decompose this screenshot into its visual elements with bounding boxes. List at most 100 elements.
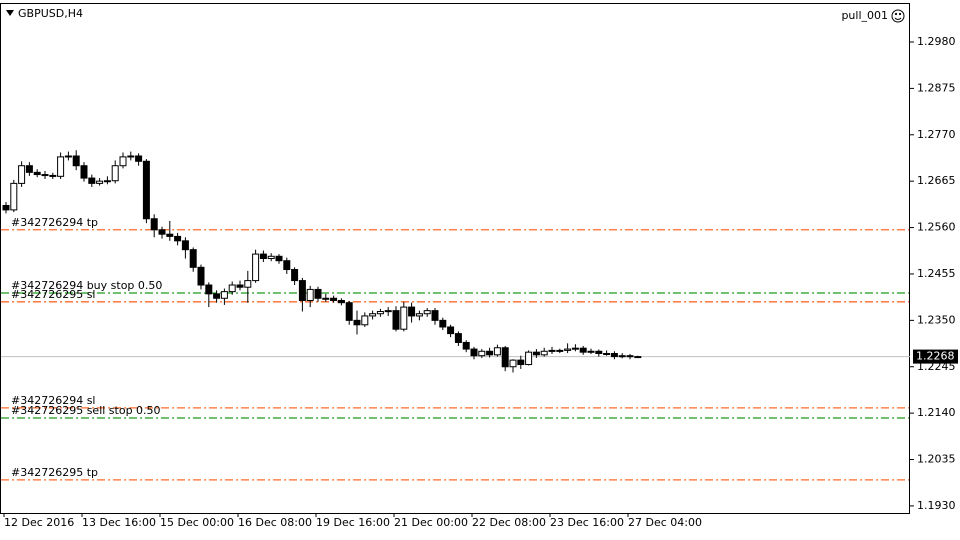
candle-body xyxy=(135,155,143,162)
x-tick-label: 12 Dec 2016 xyxy=(4,516,74,529)
candle-body xyxy=(322,297,330,300)
chart-title: GBPUSD,H4 xyxy=(18,7,83,20)
candle-body xyxy=(486,350,494,356)
order-label: #342726294 buy stop 0.50 xyxy=(11,279,162,292)
plot-frame xyxy=(0,3,910,514)
candle-body xyxy=(337,299,345,304)
y-tick-label: 1.2770 xyxy=(917,128,956,141)
candle-body xyxy=(103,180,111,183)
candle-body xyxy=(2,204,10,211)
candle-body xyxy=(298,280,306,301)
candle-body xyxy=(80,165,88,179)
candle-body xyxy=(618,355,626,358)
candle-body xyxy=(96,180,104,184)
x-tick-label: 23 Dec 16:00 xyxy=(550,516,624,529)
x-tick-label: 22 Dec 08:00 xyxy=(472,516,546,529)
candle-body xyxy=(259,253,267,260)
candle-body xyxy=(517,359,525,366)
candle-body xyxy=(634,356,642,359)
expert-name: pull_001 xyxy=(841,9,888,22)
candle-body xyxy=(166,233,174,237)
candle-body xyxy=(361,315,369,326)
order-label: #342726295 tp xyxy=(11,466,98,479)
candle-body xyxy=(571,347,579,350)
x-tick-label: 21 Dec 00:00 xyxy=(394,516,468,529)
y-tick-label: 1.2665 xyxy=(917,174,956,187)
candle-body xyxy=(228,284,236,293)
x-tick-label: 27 Dec 04:00 xyxy=(628,516,702,529)
candle-body xyxy=(439,319,447,328)
candle-body xyxy=(72,155,80,167)
candle-body xyxy=(415,313,423,317)
candle-body xyxy=(127,155,135,158)
candle-body xyxy=(220,291,228,299)
candle-body xyxy=(267,255,275,260)
candle-body xyxy=(384,310,392,313)
x-tick-label: 19 Dec 16:00 xyxy=(316,516,390,529)
candle-body xyxy=(18,165,26,184)
candle-body xyxy=(369,313,377,317)
symbol-menu-arrow[interactable] xyxy=(6,10,14,16)
smiley xyxy=(891,9,905,23)
candle-body xyxy=(408,306,416,317)
candle-body xyxy=(501,347,509,368)
candle-body xyxy=(423,310,431,315)
candle-body xyxy=(275,255,283,262)
candle-body xyxy=(330,297,338,301)
candle-body xyxy=(150,218,158,231)
y-tick-label: 1.2035 xyxy=(917,453,956,466)
candle-body xyxy=(462,341,470,350)
order-label: #342726295 sl xyxy=(11,288,96,301)
candle-body xyxy=(610,352,618,358)
candle-body xyxy=(470,348,478,357)
candle-body xyxy=(291,269,299,282)
order-label: #342726294 tp xyxy=(11,216,98,229)
candle-body xyxy=(158,229,166,235)
candle-body xyxy=(64,155,72,158)
candle-body xyxy=(447,326,455,335)
y-tick-label: 1.1930 xyxy=(917,499,956,512)
candle-body xyxy=(454,333,462,343)
candle-body xyxy=(142,160,150,220)
candle-body xyxy=(252,253,260,282)
candle-body xyxy=(236,284,244,288)
current-price-box xyxy=(913,349,958,364)
candle-body xyxy=(595,350,603,354)
candle-body xyxy=(205,284,213,295)
candle-body xyxy=(88,177,96,184)
candle-body xyxy=(306,288,314,301)
order-label: #342726294 sl xyxy=(11,394,96,407)
candle-body xyxy=(244,280,252,288)
candle-body xyxy=(540,350,548,356)
candle-body xyxy=(283,260,291,271)
y-tick-label: 1.2140 xyxy=(917,406,956,419)
candle-body xyxy=(189,249,197,268)
x-tick-label: 15 Dec 00:00 xyxy=(160,516,234,529)
candle-body xyxy=(174,235,182,242)
candle-body xyxy=(57,156,65,177)
candle-body xyxy=(400,306,408,330)
candle-body xyxy=(181,240,189,251)
candle-body xyxy=(556,349,564,352)
y-tick-label: 1.2560 xyxy=(917,221,956,234)
candle-body xyxy=(197,266,205,286)
candle-body xyxy=(49,174,57,177)
candle-body xyxy=(376,311,384,315)
candle-body xyxy=(493,347,501,356)
candle-body xyxy=(353,319,361,326)
candle-body xyxy=(111,165,119,182)
candle-body xyxy=(314,288,322,299)
candle-body xyxy=(603,352,611,355)
candle-body xyxy=(579,347,587,353)
order-label: #342726295 sell stop 0.50 xyxy=(11,404,161,417)
candle-body xyxy=(33,171,41,176)
candle-body xyxy=(119,156,127,167)
candle-body xyxy=(587,350,595,353)
candle-body xyxy=(41,174,49,177)
candle-body xyxy=(564,348,572,351)
candle-body xyxy=(10,182,18,211)
y-tick-label: 1.2350 xyxy=(917,313,956,326)
candle-body xyxy=(392,310,400,330)
x-tick-label: 16 Dec 08:00 xyxy=(238,516,312,529)
